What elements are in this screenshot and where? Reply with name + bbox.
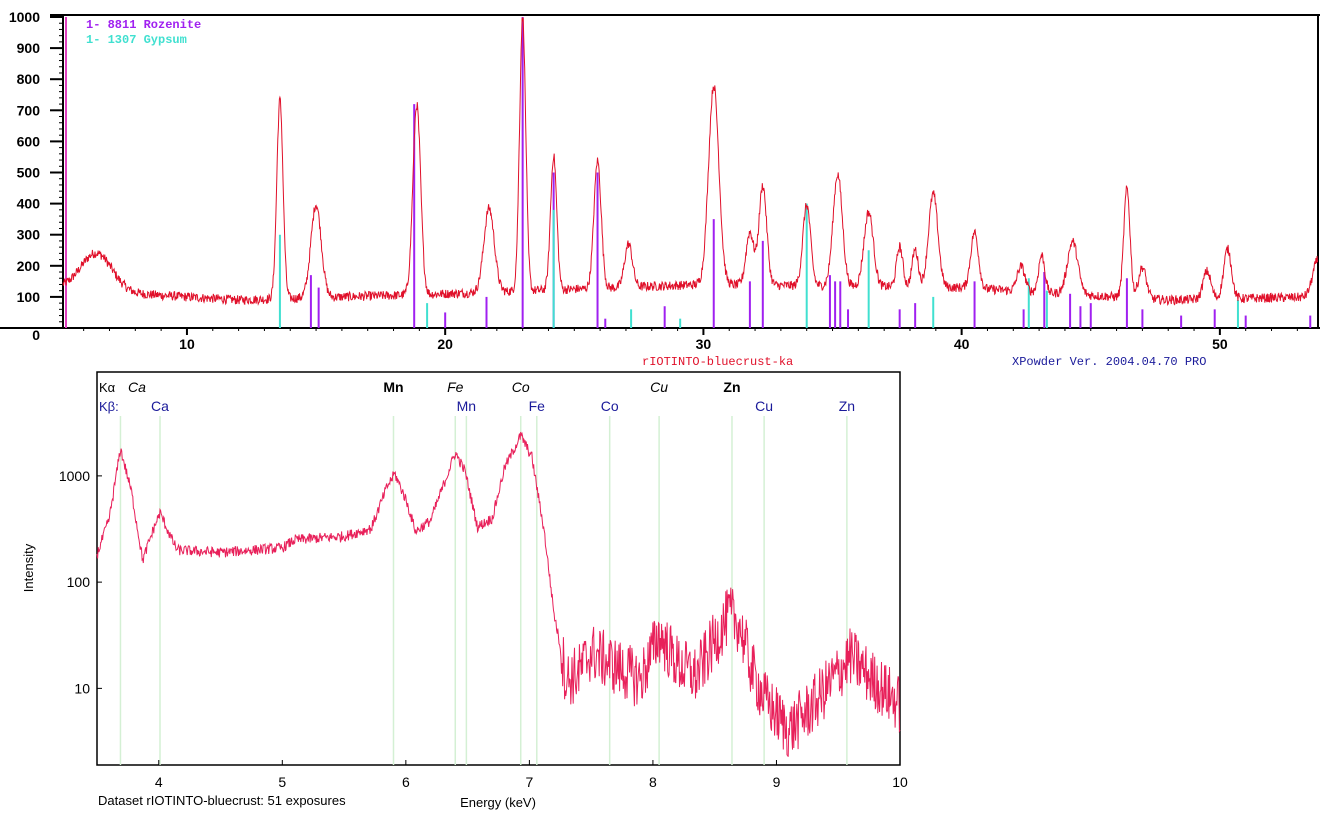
xrd-x-tick-label: 10 [179, 336, 195, 352]
xrd-y-tick-label: 800 [17, 71, 41, 87]
xrf-y-tick-label: 10 [74, 680, 90, 696]
ka-line-label: Cu [650, 379, 668, 395]
xrf-x-tick-label: 5 [278, 774, 286, 790]
xrf-footer: Dataset rIOTINTO-bluecrust: 51 exposures [98, 793, 346, 808]
xrd-y-tick-label: 0 [32, 327, 40, 343]
xrd-y-tick-label: 600 [17, 133, 41, 149]
xrf-xlabel: Energy (keV) [460, 795, 536, 810]
xrd-x-tick-label: 50 [1212, 336, 1228, 352]
xrf-x-tick-label: 6 [402, 774, 410, 790]
xrf-x-tick-label: 10 [892, 774, 908, 790]
xrf-y-tick-label: 1000 [59, 468, 90, 484]
xrd-y-tick-label: 700 [17, 102, 41, 118]
xrd-chart: rIOTINTO-bluecrust-ka XPowder Ver. 2004.… [0, 9, 1320, 369]
ka-line-label: Mn [383, 379, 403, 395]
xrf-x-tick-label: 8 [649, 774, 657, 790]
kb-line-label: Zn [839, 398, 855, 414]
xrd-y-tick-label: 900 [17, 40, 41, 56]
ka-line-label: Fe [447, 379, 464, 395]
xrd-y-tick-label: 400 [17, 196, 41, 212]
xrf-x-tick-label: 4 [155, 774, 163, 790]
xrd-sample-label: rIOTINTO-bluecrust-ka [642, 355, 793, 369]
xrd-y-tick-label: 500 [17, 165, 41, 181]
xrd-software-label: XPowder Ver. 2004.04.70 PRO [1012, 355, 1206, 369]
xrf-chart: Intensity Energy (keV) Dataset rIOTINTO-… [21, 371, 908, 810]
xrd-pattern-series [62, 17, 1318, 306]
xrf-y-tick-label: 100 [67, 574, 91, 590]
kb-line-label: Ca [151, 398, 169, 414]
xrd-y-tick-label: 200 [17, 258, 41, 274]
xrd-y-tick-label: 300 [17, 227, 41, 243]
xrd-x-tick-label: 30 [696, 336, 712, 352]
legend-gypsum: 1- 1307 Gypsum [86, 33, 187, 47]
xrf-spectrum-series [96, 431, 901, 757]
legend-rozenite: 1- 8811 Rozenite [86, 18, 201, 32]
xrf-x-tick-label: 7 [525, 774, 533, 790]
xrf-x-tick-label: 9 [773, 774, 781, 790]
kb-line-label: Co [601, 398, 619, 414]
ka-line-label: Ca [128, 379, 146, 395]
xrf-plot-frame [96, 371, 901, 766]
kb-line-label: Cu [755, 398, 773, 414]
xrd-x-tick-label: 40 [954, 336, 970, 352]
ka-row-label: Kα [99, 380, 116, 395]
ka-line-label: Co [512, 379, 530, 395]
xrd-y-tick-label: 1000 [9, 9, 40, 25]
xrd-x-tick-label: 20 [437, 336, 453, 352]
kb-row-label: Kβ: [99, 399, 119, 414]
xrd-y-tick-label: 100 [17, 289, 41, 305]
ka-line-label: Zn [723, 379, 740, 395]
kb-line-label: Fe [529, 398, 546, 414]
kb-line-label: Mn [457, 398, 476, 414]
xrf-ylabel: Intensity [21, 543, 36, 592]
